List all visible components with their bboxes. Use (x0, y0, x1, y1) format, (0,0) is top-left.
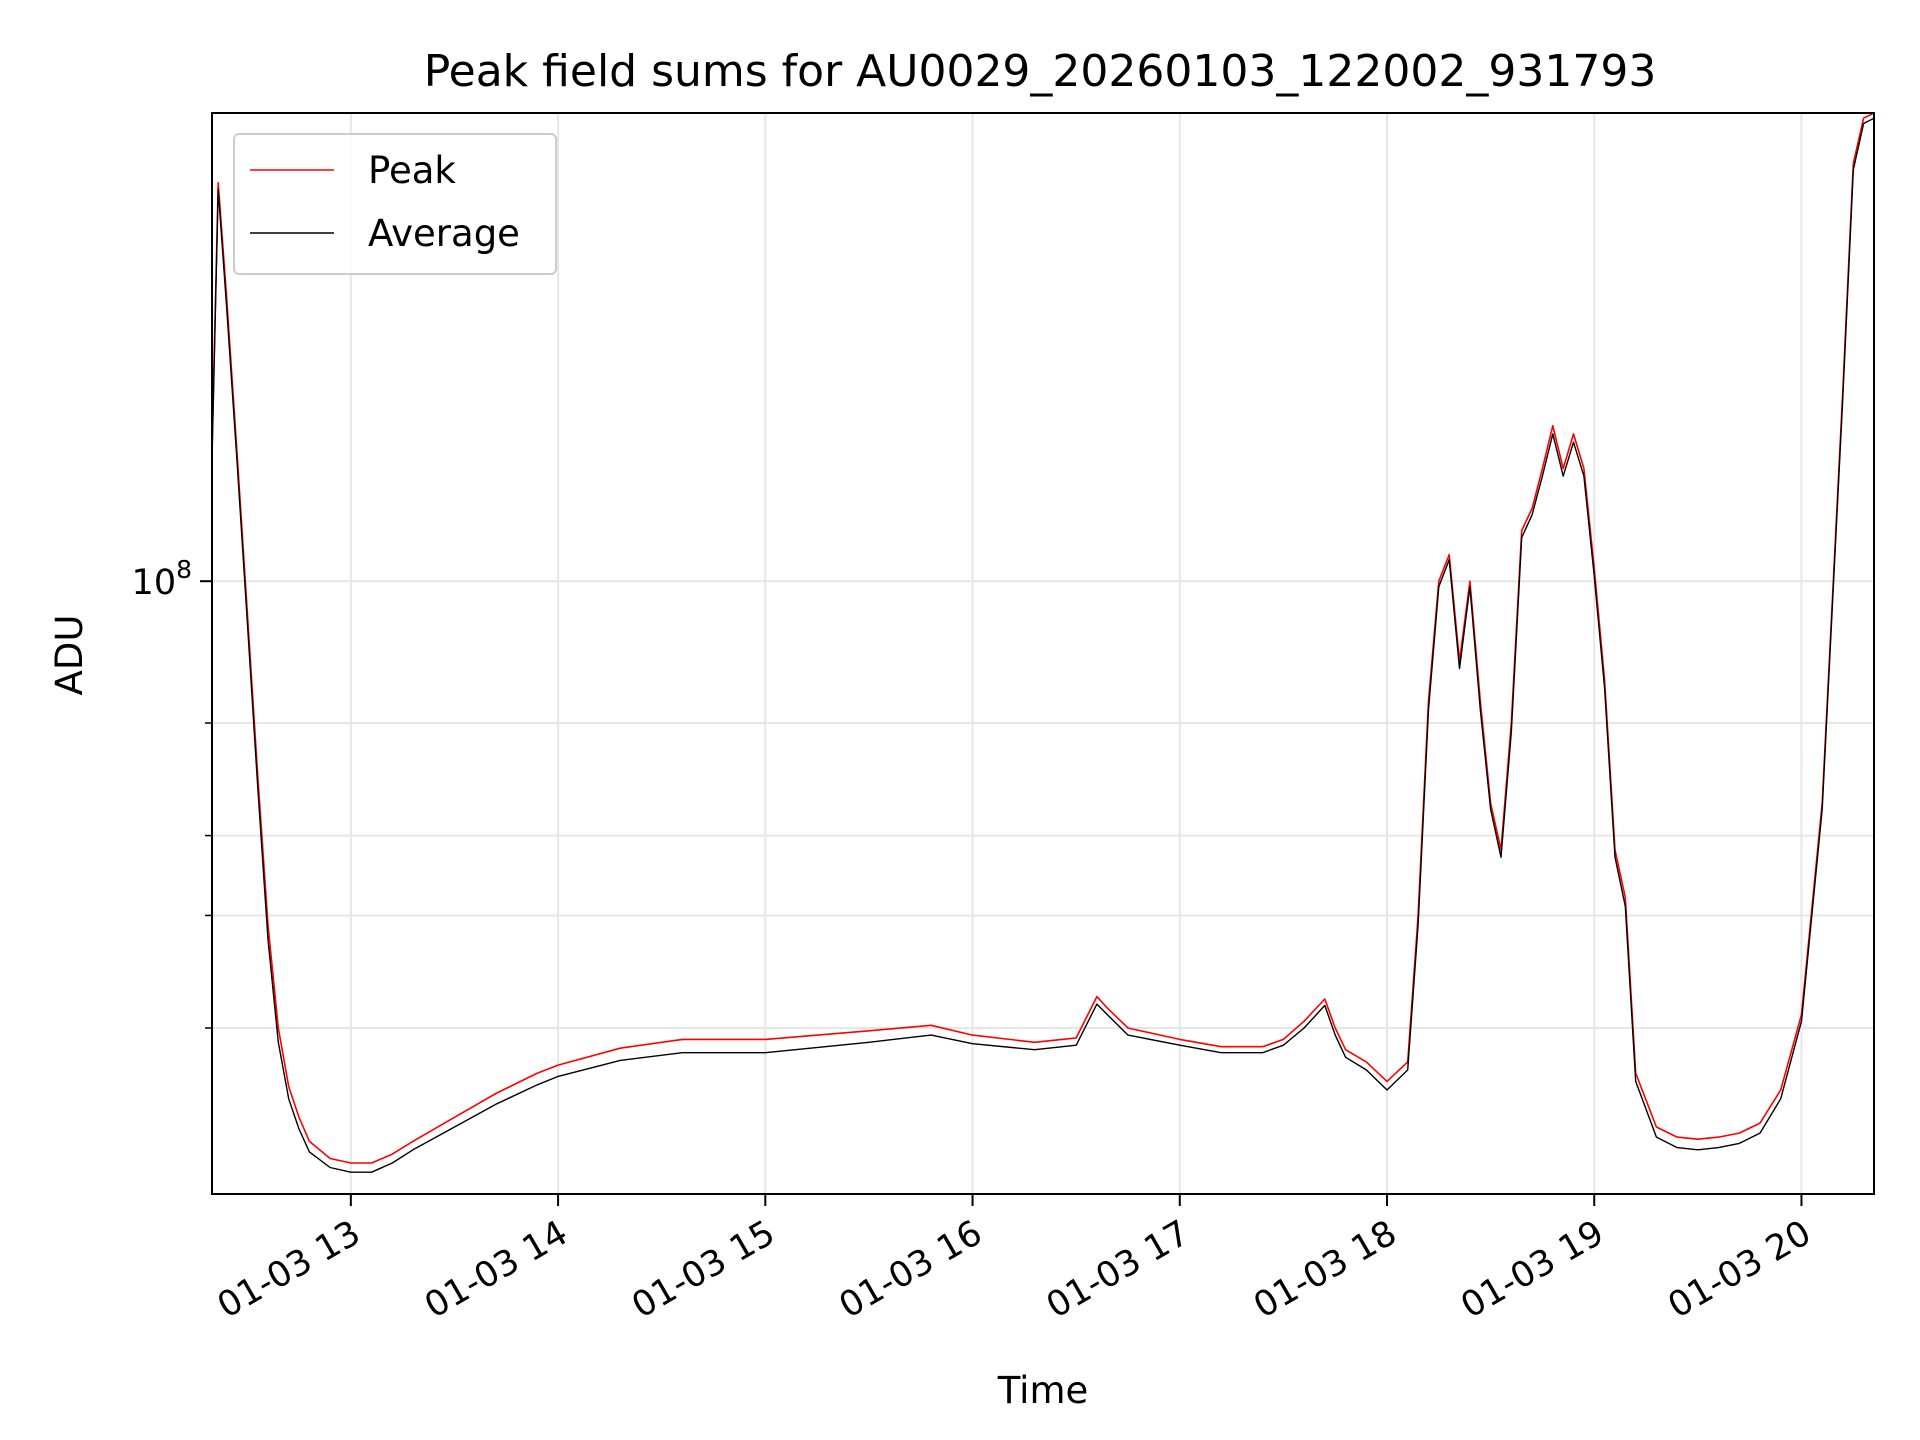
legend: Peak Average (233, 133, 557, 275)
plot-area-frame (211, 112, 1875, 1195)
y-axis-label: ADU (48, 615, 91, 696)
y-axis-ticks: 108 (132, 555, 212, 1029)
y-tick-label: 108 (132, 555, 192, 603)
series-layer (212, 113, 1874, 1173)
chart-title: Peak field sums for AU0029_20260103_1220… (424, 46, 1657, 97)
x-axis-label: Time (997, 1369, 1089, 1412)
legend-label-average: Average (368, 212, 520, 255)
series-line-average (212, 117, 1874, 1173)
grid-lines (212, 113, 1874, 1194)
legend-box (233, 133, 557, 275)
legend-label-peak: Peak (368, 149, 456, 192)
series-line-peak (212, 113, 1874, 1164)
